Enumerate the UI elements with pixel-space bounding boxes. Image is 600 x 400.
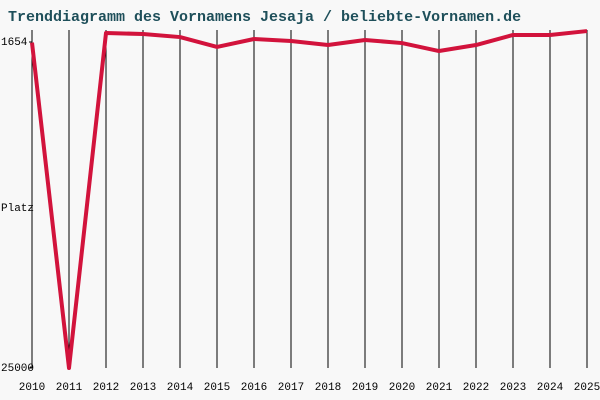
x-tick-label: 2018 bbox=[315, 382, 341, 394]
y-tick-label: 25000 bbox=[1, 363, 34, 375]
y-tick-label: 1654 bbox=[1, 37, 28, 49]
x-tick-label: 2010 bbox=[19, 382, 45, 394]
x-tick-label: 2014 bbox=[167, 382, 194, 394]
x-tick-label: 2022 bbox=[463, 382, 489, 394]
chart-title: Trenddiagramm des Vornamens Jesaja / bel… bbox=[8, 9, 521, 26]
x-tick-label: 2024 bbox=[537, 382, 564, 394]
x-tick-label: 2021 bbox=[426, 382, 453, 394]
x-tick-label: 2025 bbox=[574, 382, 600, 394]
x-tick-label: 2019 bbox=[352, 382, 378, 394]
x-tick-label: 2016 bbox=[241, 382, 267, 394]
line bbox=[30, 29, 588, 370]
x-tick-label: 2013 bbox=[130, 382, 156, 394]
x-tick-label: 2023 bbox=[500, 382, 526, 394]
y-axis-label: Platz bbox=[1, 203, 34, 215]
x-tick-label: 2020 bbox=[389, 382, 415, 394]
x-tick-label: 2015 bbox=[204, 382, 230, 394]
x-tick-label: 2012 bbox=[93, 382, 119, 394]
x-tick-label: 2017 bbox=[278, 382, 304, 394]
x-tick-label: 2011 bbox=[56, 382, 83, 394]
